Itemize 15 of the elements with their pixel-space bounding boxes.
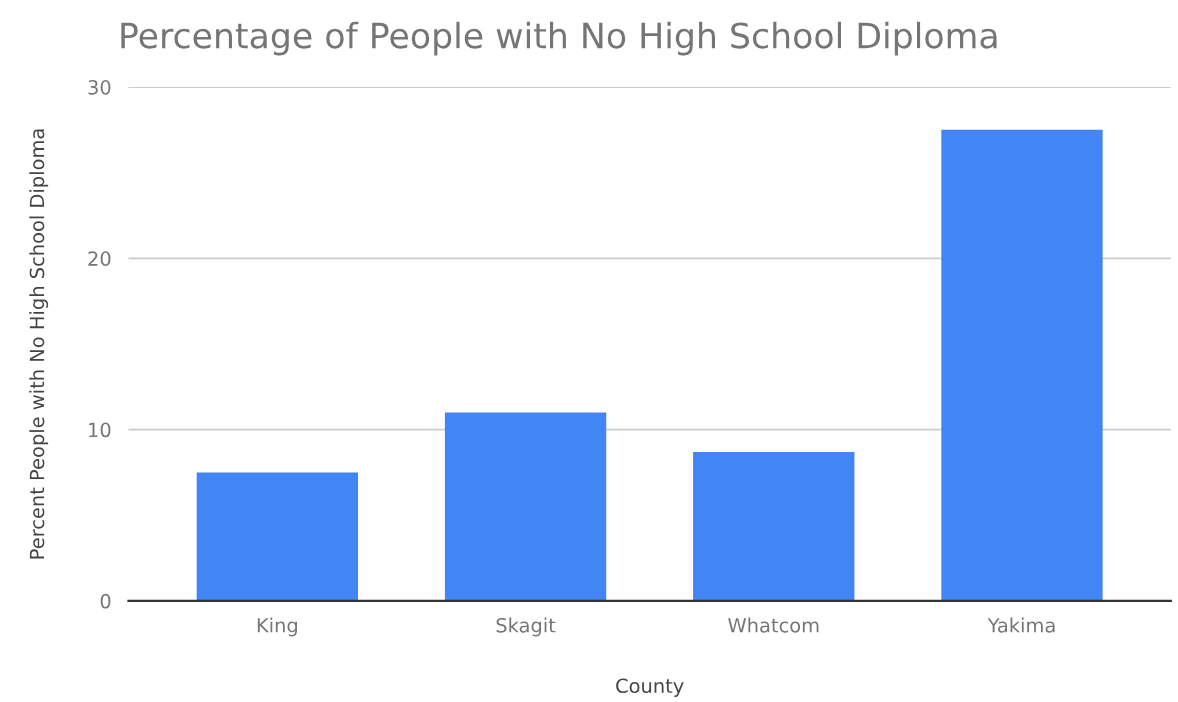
x-tick-label: Whatcom — [728, 617, 819, 633]
bar — [693, 451, 855, 601]
y-tick-label: 10 — [89, 422, 111, 438]
y-tick-label: 20 — [88, 251, 111, 266]
x-tick-label: Skagit — [496, 617, 556, 637]
x-tick-label: King — [257, 617, 297, 637]
y-tick-label: 30 — [88, 80, 111, 95]
bar — [941, 129, 1103, 601]
x-axis-title: County — [616, 678, 684, 697]
bar — [196, 472, 359, 601]
bar — [444, 412, 607, 601]
x-tick-label: Yakima — [987, 617, 1055, 633]
chart-title: Percentage of People with No High School Diploma — [121, 21, 997, 56]
y-tick-label: 0 — [100, 593, 111, 609]
y-axis-title: Percent People with No High School Diploma — [29, 129, 49, 559]
